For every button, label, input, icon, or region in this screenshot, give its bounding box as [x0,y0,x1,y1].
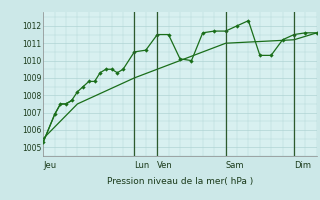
Text: Lun: Lun [134,161,149,170]
Text: Sam: Sam [226,161,244,170]
X-axis label: Pression niveau de la mer( hPa ): Pression niveau de la mer( hPa ) [107,177,253,186]
Text: Jeu: Jeu [43,161,56,170]
Text: Dim: Dim [294,161,311,170]
Text: Ven: Ven [157,161,173,170]
